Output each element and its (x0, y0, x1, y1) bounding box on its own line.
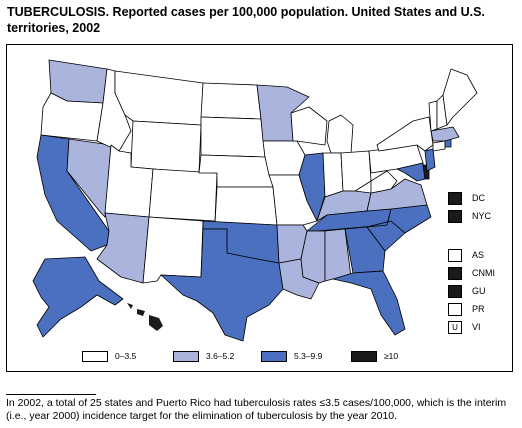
state-nd (200, 82, 262, 120)
state-wi (290, 106, 328, 146)
state-ks (214, 186, 278, 226)
state-ia (262, 140, 306, 176)
territory-as-label: AS (472, 250, 485, 260)
territory-vi-label: VI (472, 322, 481, 332)
legend-label-2: 5.3–9.9 (294, 351, 323, 361)
territory-pr-swatch (448, 303, 462, 316)
territory-gu-swatch (448, 285, 462, 298)
territory-cnmi-swatch (448, 267, 462, 280)
state-va (366, 178, 428, 212)
legend-label-3: ≥10 (384, 351, 399, 361)
state-tx (160, 228, 284, 342)
state-oh (340, 150, 372, 192)
legend-swatch-3 (351, 351, 377, 362)
territory-nyc-label: NYC (472, 211, 492, 221)
legend-label-0: 0–3.5 (115, 351, 137, 361)
state-nc (366, 204, 432, 234)
state-ct (432, 140, 446, 152)
state-ma (430, 126, 460, 142)
map-frame (6, 44, 513, 372)
state-fl (332, 270, 406, 336)
legend-swatch-2 (261, 351, 287, 362)
territory-dc-swatch (448, 192, 462, 205)
state-co (148, 168, 218, 222)
state-nm (142, 216, 204, 284)
map-title-text: TUBERCULOSIS. Reported cases per 100,000… (7, 5, 485, 35)
state-in (322, 152, 344, 198)
territory-pr-label: PR (472, 304, 485, 314)
territory-as-swatch (448, 249, 462, 262)
state-hi (127, 303, 163, 331)
legend-label-1: 3.6–5.2 (206, 351, 235, 361)
map-title: TUBERCULOSIS. Reported cases per 100,000… (7, 4, 517, 36)
state-mt (114, 70, 204, 126)
footnote-rule (6, 394, 96, 395)
state-me (442, 68, 478, 126)
state-wy (130, 120, 202, 174)
territory-cnmi-label: CNMI (472, 268, 495, 278)
territory-nyc-swatch (448, 210, 462, 223)
state-md (396, 162, 426, 182)
state-sd (200, 116, 266, 158)
legend-swatch-1 (173, 351, 199, 362)
territory-dc-label: DC (472, 193, 485, 203)
state-mi (326, 114, 354, 154)
footnote: In 2002, a total of 25 states and Puerto… (6, 397, 507, 422)
legend-swatch-0 (82, 351, 108, 362)
state-wv (370, 170, 398, 194)
territory-vi-swatch: U (448, 321, 462, 334)
state-ga (344, 226, 386, 274)
state-az (96, 212, 150, 284)
territory-vi-mark: U (452, 323, 458, 332)
us-choropleth-map (32, 59, 478, 342)
territory-gu-label: GU (472, 286, 486, 296)
state-ny (376, 116, 434, 152)
state-ak (32, 256, 124, 338)
state-nj (424, 148, 436, 172)
